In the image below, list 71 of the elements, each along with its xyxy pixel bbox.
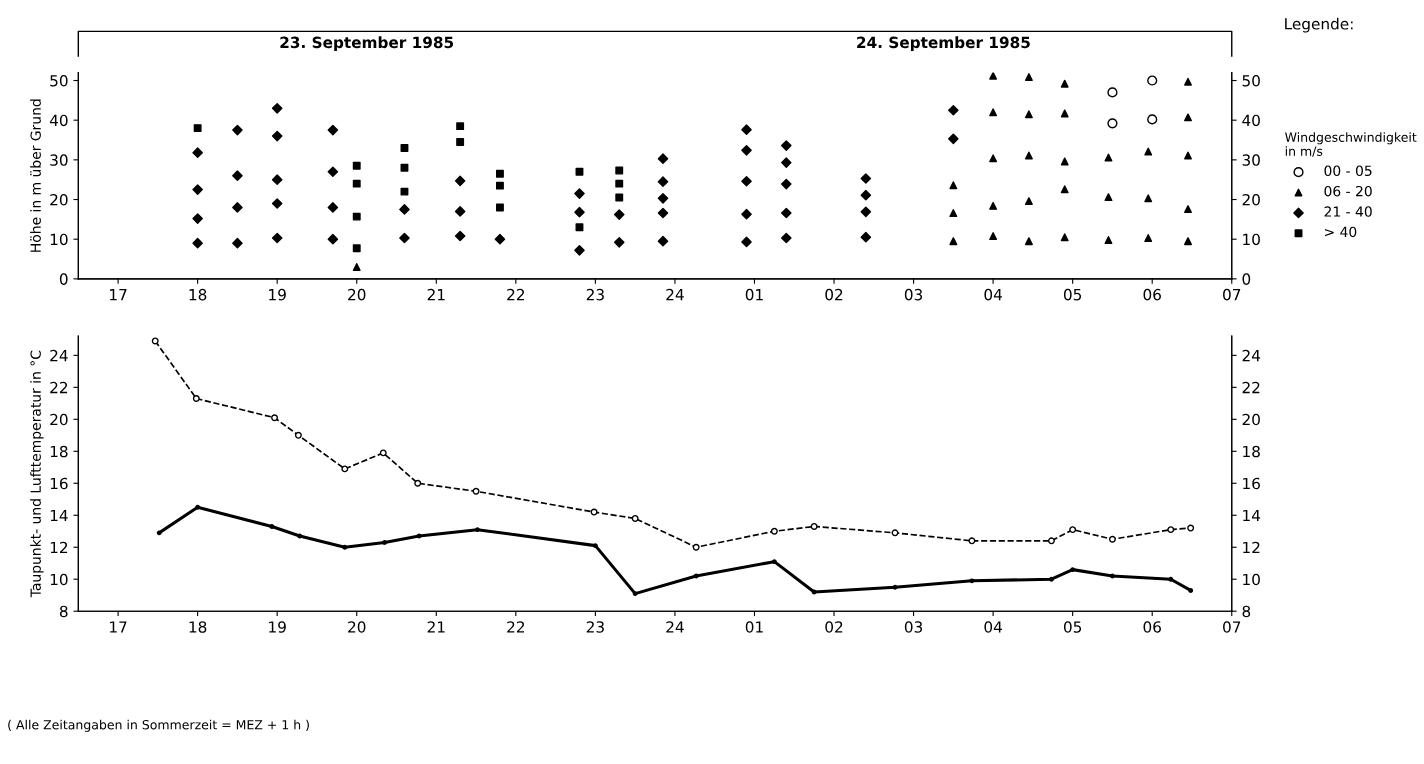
x-tick-label: 04 <box>984 621 1002 633</box>
x-tick-label: 05 <box>1063 621 1082 633</box>
x-tick-label: 06 <box>1143 288 1161 301</box>
y-tick-label: 24 <box>50 349 68 362</box>
y-tick-label: 8 <box>59 605 68 618</box>
y-tick-label: 40 <box>49 114 68 127</box>
legend-label: 06 - 20 <box>1324 185 1372 197</box>
y-axis-title: Taupunkt- und Lufttemperatur in °C <box>30 350 44 598</box>
x-tick-label: 04 <box>984 288 1002 301</box>
text: ( Alle Zeitangaben in Sommerzeit = MEZ + 1 h ) <box>8 719 309 732</box>
x-tick-label: 19 <box>269 288 286 301</box>
x-tick-label: 02 <box>825 621 843 633</box>
x-tick-label: 03 <box>904 621 923 633</box>
text: 24. September 1985 <box>857 36 1030 52</box>
x-tick-label: 21 <box>427 621 445 633</box>
text: Legende: <box>1285 17 1353 33</box>
x-tick-label: 18 <box>189 621 207 633</box>
y2-tick-label: 30 <box>1242 154 1260 166</box>
y-tick-label: 50 <box>50 74 68 87</box>
y-axis-title: Höhe in m über Grund <box>30 99 41 252</box>
y-tick-label: 10 <box>50 573 68 586</box>
x-tick-label: 07 <box>1223 621 1241 633</box>
y2-tick-label: 20 <box>1242 193 1260 206</box>
y2-tick-label: 20 <box>1242 413 1260 426</box>
x-tick-label: 22 <box>507 621 525 633</box>
legend-label: > 40 <box>1324 226 1357 238</box>
x-tick-label: 24 <box>666 621 684 633</box>
y2-tick-label: 12 <box>1243 541 1260 554</box>
x-tick-label: 20 <box>348 621 366 633</box>
y-tick-label: 22 <box>50 381 68 394</box>
x-tick-label: 17 <box>110 289 127 301</box>
y-tick-label: 12 <box>50 541 68 554</box>
x-tick-label: 02 <box>825 288 843 301</box>
legend-title: Windgeschwindigkeit in m/s <box>1285 132 1417 157</box>
x-tick-label: 01 <box>745 621 763 633</box>
y2-tick-label: 24 <box>1242 349 1261 362</box>
y2-tick-label: 22 <box>1242 381 1260 394</box>
x-tick-label: 07 <box>1223 288 1241 301</box>
x-tick-label: 17 <box>110 621 127 633</box>
x-tick-label: 05 <box>1063 288 1082 301</box>
x-tick-label: 18 <box>189 288 207 301</box>
y2-tick-label: 8 <box>1242 605 1251 618</box>
legend-label: 21 - 40 <box>1324 206 1372 217</box>
text: 23. September 1985 <box>280 36 454 52</box>
x-tick-label: 22 <box>507 288 525 301</box>
y-tick-label: 30 <box>50 154 68 166</box>
y-tick-label: 16 <box>50 477 68 490</box>
x-tick-label: 20 <box>348 288 366 301</box>
y2-tick-label: 10 <box>1243 573 1260 586</box>
x-tick-label: 01 <box>745 288 763 301</box>
y2-tick-label: 40 <box>1242 114 1260 127</box>
x-tick-label: 06 <box>1143 621 1161 633</box>
y2-tick-label: 14 <box>1243 509 1261 522</box>
legend-label: 00 - 05 <box>1324 165 1372 176</box>
y-tick-label: 20 <box>50 413 68 426</box>
y-tick-label: 20 <box>50 193 68 206</box>
y-tick-label: 0 <box>59 273 68 285</box>
y-tick-label: 18 <box>50 445 68 458</box>
x-tick-label: 23 <box>586 621 604 633</box>
x-tick-label: 24 <box>666 288 684 301</box>
y2-tick-label: 16 <box>1243 477 1260 490</box>
y-tick-label: 10 <box>50 233 68 246</box>
y2-tick-label: 0 <box>1242 273 1251 285</box>
x-tick-label: 19 <box>269 621 286 633</box>
y2-tick-label: 10 <box>1243 233 1260 246</box>
x-tick-label: 23 <box>586 288 604 301</box>
x-tick-label: 21 <box>427 288 445 301</box>
y-tick-label: 14 <box>50 509 68 522</box>
x-tick-label: 03 <box>904 288 923 301</box>
y2-tick-label: 50 <box>1242 74 1260 87</box>
y2-tick-label: 18 <box>1243 445 1260 458</box>
